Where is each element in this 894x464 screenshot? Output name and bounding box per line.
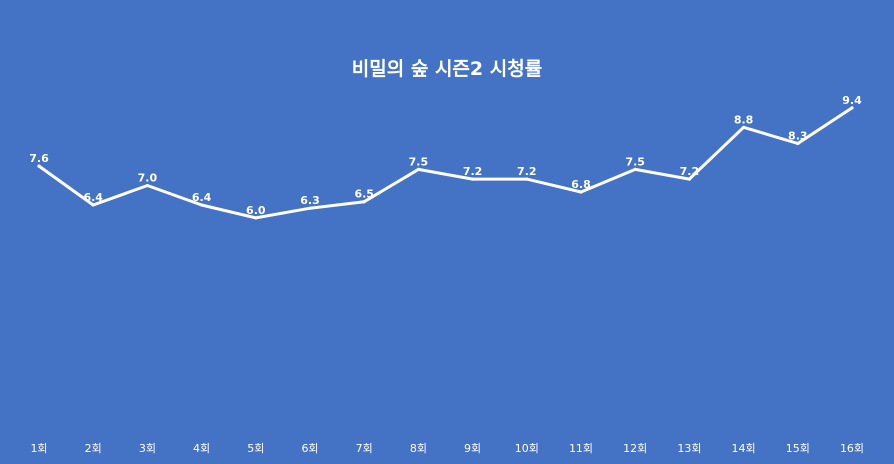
- x-tick-label: 16회: [840, 442, 864, 455]
- data-label: 7.5: [409, 155, 429, 168]
- x-tick-label: 5회: [247, 442, 264, 455]
- x-tick-label: 12회: [623, 442, 647, 455]
- x-tick-label: 14회: [732, 442, 756, 455]
- x-tick-label: 3회: [139, 442, 156, 455]
- data-label: 8.8: [734, 113, 754, 126]
- x-tick-label: 13회: [677, 442, 701, 455]
- data-label: 6.5: [354, 188, 374, 201]
- x-tick-label: 7회: [356, 442, 373, 455]
- data-label: 7.2: [463, 165, 483, 178]
- x-tick-label: 11회: [569, 442, 593, 455]
- data-labels: 7.6 6.4 7.0 6.4 6.0 6.3 6.5 7.5 7.2 7.2 6.8 7.5 7.2 8…: [29, 94, 862, 217]
- x-tick-label: 15회: [786, 442, 810, 455]
- data-label: 6.8: [571, 178, 591, 191]
- x-tick-label: 4회: [193, 442, 210, 455]
- drop-lines: [37, 106, 854, 425]
- data-label: 7.2: [517, 165, 537, 178]
- x-tick-label: 8회: [410, 442, 427, 455]
- data-label: 7.5: [625, 155, 645, 168]
- data-label: 7.6: [29, 152, 49, 165]
- data-label: 6.4: [192, 191, 212, 204]
- series-line: [37, 106, 854, 220]
- x-tick-label: 9회: [464, 442, 481, 455]
- data-label: 6.0: [246, 204, 266, 217]
- x-tick-label: 10회: [515, 442, 539, 455]
- data-label: 7.2: [680, 165, 700, 178]
- x-tick-label: 2회: [85, 442, 102, 455]
- data-label: 6.4: [83, 191, 103, 204]
- data-label: 9.4: [842, 94, 862, 107]
- x-tick-label: 1회: [30, 442, 47, 455]
- x-axis-tick-labels: 1회 2회 3회 4회 5회 6회 7회 8회 9회 10회 11회 12회 13회 14회 15회 16회: [30, 442, 864, 455]
- data-label: 8.3: [788, 129, 808, 142]
- data-label: 7.0: [138, 172, 158, 185]
- x-tick-label: 6회: [301, 442, 318, 455]
- data-label: 6.3: [300, 194, 320, 207]
- chart-title: 비밀의 숲 시즌2 시청률: [352, 58, 542, 80]
